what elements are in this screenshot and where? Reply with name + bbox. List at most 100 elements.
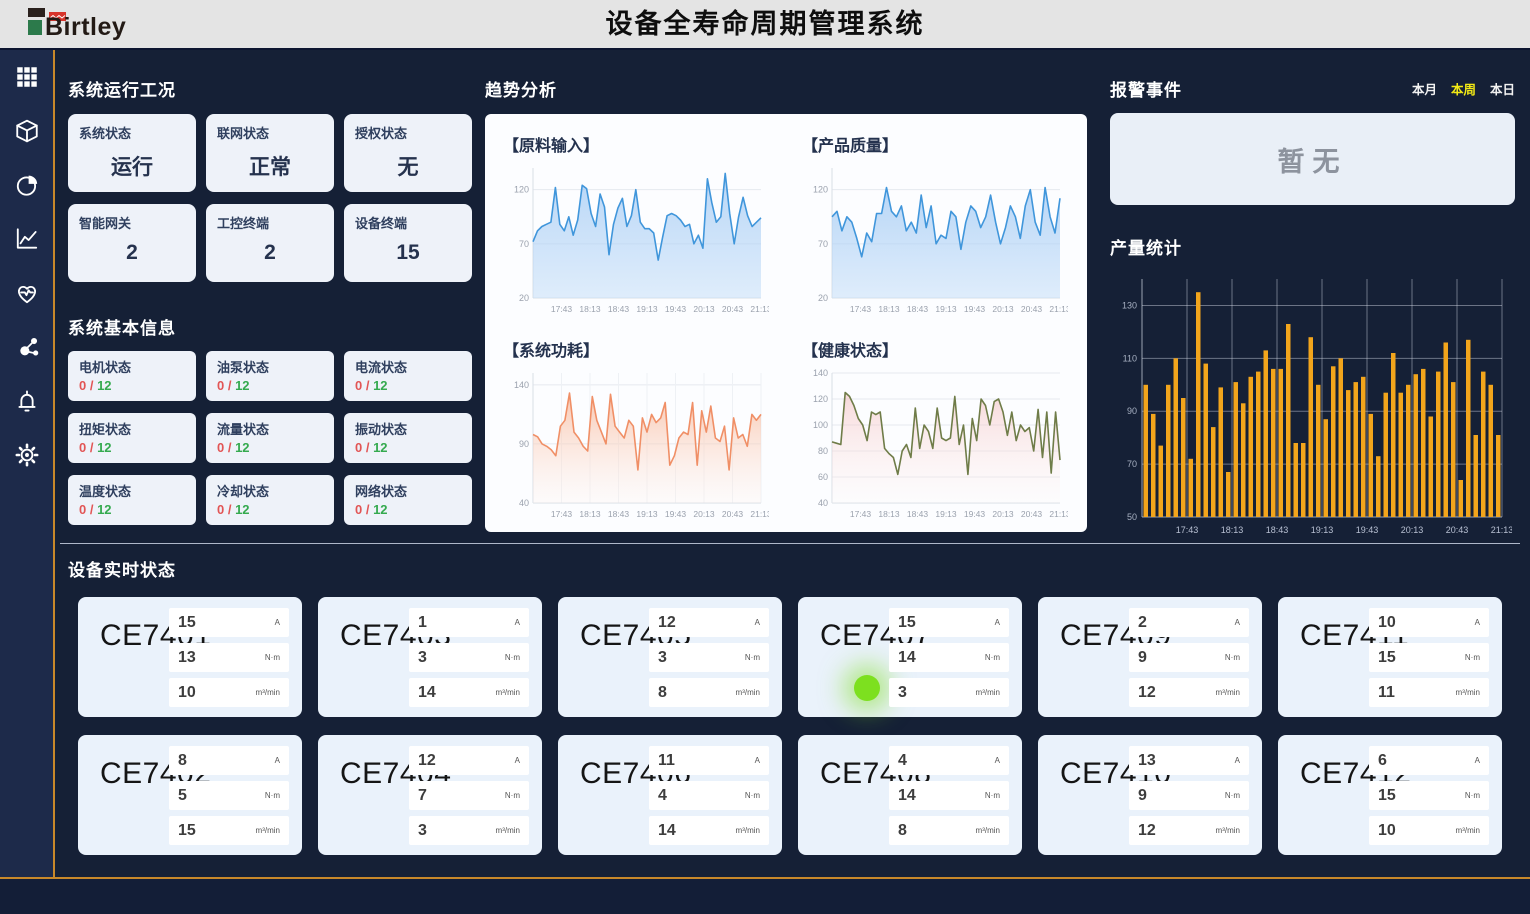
section-system-status: 系统运行工况 系统状态 运行 联网状态 正常 授权状态 无 智能网关 2 工控终… bbox=[68, 76, 472, 282]
device-card[interactable]: CE7404 12 A 7 N·m 3 m³/min bbox=[318, 735, 542, 855]
logo-green-square bbox=[28, 20, 42, 35]
svg-text:18:43: 18:43 bbox=[608, 509, 630, 519]
metric-row: 12 m³/min bbox=[1129, 816, 1249, 845]
info-card-label: 振动状态 bbox=[355, 422, 408, 437]
device-metrics: 1 A 3 N·m 14 m³/min bbox=[409, 608, 529, 707]
metric-row: 11 A bbox=[649, 746, 769, 775]
metric-unit: m³/min bbox=[735, 688, 760, 697]
info-card-label: 扭矩状态 bbox=[79, 422, 132, 437]
metric-unit: N·m bbox=[1224, 653, 1240, 662]
metric-unit: N·m bbox=[984, 791, 1000, 800]
metric-unit: A bbox=[1474, 618, 1480, 627]
metric-value: 10 bbox=[1378, 613, 1396, 631]
sidebar-item-dashboard[interactable] bbox=[0, 50, 53, 104]
svg-text:20:13: 20:13 bbox=[992, 304, 1014, 314]
metric-value: 8 bbox=[898, 821, 907, 839]
info-card-grid: 电机状态 0 / 12 油泵状态 0 / 12 电流状态 0 / 12 扭矩状态 0 / 12… bbox=[68, 351, 472, 525]
device-card[interactable]: CE7409 2 A 9 N·m 12 m³/min bbox=[1038, 597, 1262, 717]
device-metrics: 13 A 9 N·m 12 m³/min bbox=[1129, 746, 1249, 845]
metric-row: 7 N·m bbox=[409, 781, 529, 810]
sidebar-item-health[interactable] bbox=[0, 266, 53, 320]
metric-row: 12 A bbox=[409, 746, 529, 775]
info-card-label: 电机状态 bbox=[79, 360, 132, 375]
chart-title: 【健康状态】 bbox=[802, 343, 899, 360]
device-card[interactable]: CE7408 4 A 14 N·m 8 m³/min bbox=[798, 735, 1022, 855]
device-card[interactable]: CE7407 15 A 14 N·m 3 m³/min bbox=[798, 597, 1022, 717]
section-production-stats: 产量统计 50 70 90 110 130 17:43 18:13 18:43 19:13 19:… bbox=[1110, 234, 1515, 544]
metric-unit: m³/min bbox=[255, 826, 280, 835]
metric-row: 14 m³/min bbox=[409, 678, 529, 707]
grid-icon bbox=[16, 67, 37, 87]
metric-unit: m³/min bbox=[255, 688, 280, 697]
gear-icon bbox=[15, 443, 38, 467]
device-card[interactable]: CE7403 1 A 3 N·m 14 m³/min bbox=[318, 597, 542, 717]
info-card-count: 0 / 12 bbox=[79, 440, 112, 455]
line-chart: 40 90 140 17:43 18:13 18:43 19:13 19:43 20:13 20:… bbox=[514, 373, 772, 519]
svg-text:19:13: 19:13 bbox=[935, 509, 957, 519]
device-card[interactable]: CE7401 15 A 13 N·m 10 m³/min bbox=[78, 597, 302, 717]
status-card-value: 15 bbox=[396, 241, 420, 264]
svg-text:18:13: 18:13 bbox=[878, 304, 900, 314]
metric-value: 5 bbox=[178, 786, 187, 804]
metric-row: 15 N·m bbox=[1369, 781, 1489, 810]
metric-unit: A bbox=[994, 756, 1000, 765]
sidebar-item-trends[interactable] bbox=[0, 212, 53, 266]
device-metrics: 6 A 15 N·m 10 m³/min bbox=[1369, 746, 1489, 845]
chart-title: 【产品质量】 bbox=[802, 138, 899, 155]
metric-value: 13 bbox=[1138, 751, 1156, 769]
device-card[interactable]: CE7405 12 A 3 N·m 8 m³/min bbox=[558, 597, 782, 717]
sidebar-item-settings[interactable] bbox=[0, 428, 53, 482]
alarm-empty-text: 暂无 bbox=[1277, 146, 1348, 177]
svg-text:21:13: 21:13 bbox=[1049, 509, 1068, 519]
svg-text:21:13: 21:13 bbox=[750, 509, 769, 519]
sidebar-item-statistics[interactable] bbox=[0, 158, 53, 212]
metric-row: 15 N·m bbox=[1369, 643, 1489, 672]
info-card: 温度状态 0 / 12 bbox=[68, 475, 196, 525]
device-card[interactable]: CE7412 6 A 15 N·m 10 m³/min bbox=[1278, 735, 1502, 855]
section-title: 系统基本信息 bbox=[68, 319, 176, 338]
svg-text:17:43: 17:43 bbox=[1176, 525, 1199, 535]
device-card[interactable]: CE7411 10 A 15 N·m 11 m³/min bbox=[1278, 597, 1502, 717]
device-card[interactable]: CE7406 11 A 4 N·m 14 m³/min bbox=[558, 735, 782, 855]
metric-value: 13 bbox=[178, 648, 196, 666]
status-card-label: 系统状态 bbox=[79, 126, 132, 141]
alarm-period-tabs: 本月 本周 本日 bbox=[1412, 79, 1515, 98]
info-card-label: 温度状态 bbox=[79, 484, 132, 499]
sidebar-item-network[interactable] bbox=[0, 320, 53, 374]
status-card: 设备终端 15 bbox=[344, 204, 472, 282]
page-title: 设备全寿命周期管理系统 bbox=[605, 9, 925, 39]
section-title: 趋势分析 bbox=[485, 81, 557, 100]
tab-this-month[interactable]: 本月 bbox=[1411, 83, 1437, 97]
metric-row: 10 m³/min bbox=[1369, 816, 1489, 845]
metric-row: 4 N·m bbox=[649, 781, 769, 810]
metric-value: 12 bbox=[1138, 821, 1156, 839]
metric-value: 15 bbox=[1378, 648, 1396, 666]
molecule-icon bbox=[19, 338, 38, 356]
svg-text:20:43: 20:43 bbox=[722, 304, 744, 314]
device-card[interactable]: CE7410 13 A 9 N·m 12 m³/min bbox=[1038, 735, 1262, 855]
metric-unit: N·m bbox=[984, 653, 1000, 662]
info-card-count: 0 / 12 bbox=[217, 378, 250, 393]
svg-text:21:13: 21:13 bbox=[1049, 304, 1068, 314]
section-system-info: 系统基本信息 电机状态 0 / 12 油泵状态 0 / 12 电流状态 0 / 12 扭矩状… bbox=[68, 314, 472, 525]
svg-text:18:13: 18:13 bbox=[1221, 525, 1244, 535]
status-card-label: 联网状态 bbox=[217, 126, 270, 141]
svg-text:20:13: 20:13 bbox=[992, 509, 1014, 519]
svg-text:20:43: 20:43 bbox=[1021, 509, 1043, 519]
svg-text:60: 60 bbox=[818, 472, 828, 482]
metric-value: 11 bbox=[1378, 683, 1395, 701]
sidebar-item-equipment[interactable] bbox=[0, 104, 53, 158]
tab-today[interactable]: 本日 bbox=[1489, 83, 1515, 97]
cube-icon bbox=[15, 119, 38, 143]
svg-text:20:13: 20:13 bbox=[1401, 525, 1424, 535]
metric-unit: N·m bbox=[504, 791, 520, 800]
metric-unit: N·m bbox=[1464, 653, 1480, 662]
device-card[interactable]: CE7402 8 A 5 N·m 15 m³/min bbox=[78, 735, 302, 855]
svg-text:50: 50 bbox=[1127, 512, 1137, 522]
alarm-list-card: 暂无 bbox=[1110, 113, 1515, 205]
section-title: 系统运行工况 bbox=[68, 81, 176, 100]
status-card-value: 2 bbox=[126, 241, 138, 264]
sidebar-item-alerts[interactable] bbox=[0, 374, 53, 428]
tab-this-week[interactable]: 本周 bbox=[1450, 83, 1476, 97]
